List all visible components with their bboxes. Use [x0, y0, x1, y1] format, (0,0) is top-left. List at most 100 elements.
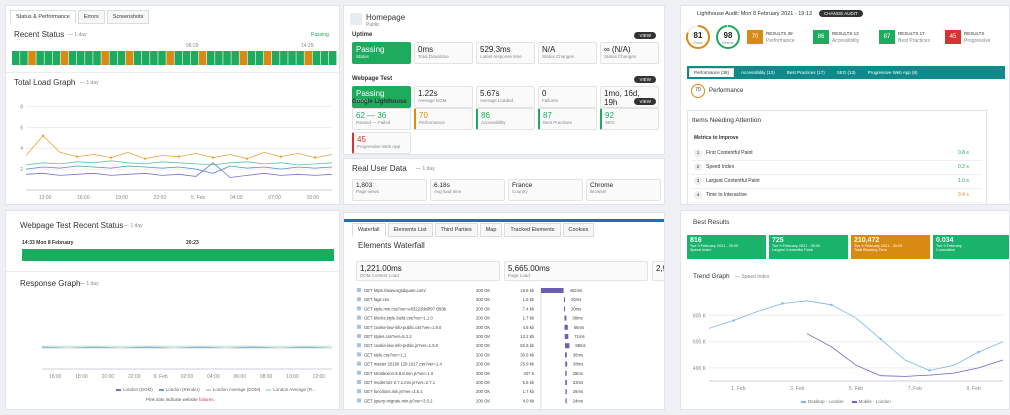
period: — 1 day	[80, 80, 99, 86]
stat-label: Browser	[590, 189, 607, 194]
size: 25.9 kb	[520, 362, 534, 367]
legend-item: London (Render)	[158, 387, 200, 392]
status-segment	[174, 51, 183, 65]
tab[interactable]: SEO (13)	[836, 70, 856, 75]
result-card: 0.034 Tue 9 February Cumulative	[933, 235, 1009, 259]
card-value: 725	[772, 237, 784, 244]
stat-label: Total Downtime	[418, 54, 449, 59]
button[interactable]: VIEW	[634, 98, 656, 105]
lighthouse-panel: Lighthouse Audit: Mon 8 February 2021 - …	[680, 5, 1010, 205]
period: — 1 day	[416, 166, 435, 172]
status: 200 OK	[476, 334, 490, 339]
y-tick-label: 6	[20, 125, 23, 131]
tab[interactable]: Progressive Web App (8)	[867, 70, 918, 75]
status-segment	[36, 51, 44, 65]
summary-value: 5,665.00ms	[508, 264, 550, 273]
status-bar	[22, 249, 334, 261]
tab[interactable]: Performance (38)	[689, 68, 735, 77]
cat-results: RESULTS 13	[832, 31, 859, 36]
icon	[350, 13, 362, 25]
duration: 71ms	[574, 334, 584, 339]
stat-label: Avg load time	[434, 189, 462, 194]
tab[interactable]: Accessibility (13)	[741, 70, 775, 75]
title: Lighthouse Audit: Mon 8 February 2021 - …	[697, 11, 812, 17]
duration: 88ms	[575, 343, 585, 348]
item-name: Time to Interactive	[706, 192, 747, 198]
duration: 33ms	[573, 380, 583, 385]
size: 4.0 kb	[523, 398, 535, 403]
legend-item: Desktop - London	[801, 399, 844, 404]
stat-value: 5.67s	[480, 89, 500, 98]
tab[interactable]: Best Practices (17)	[786, 70, 825, 75]
stat-value: 1.22s	[418, 89, 438, 98]
legend-label: London Average (R...	[273, 387, 316, 392]
tabs: Waterfall Elements List Third Parties Map Tr…	[352, 223, 596, 237]
size: 82.6 kb	[520, 343, 534, 348]
status-segment	[125, 51, 134, 65]
request-bar	[565, 380, 567, 385]
tab[interactable]: Tracked Elements	[504, 223, 561, 237]
request-bar	[564, 297, 565, 303]
card-date: Tue 9 February 2021 - 00:00	[690, 244, 739, 248]
request: GET cookie-law-info-public.css?ver=1.9.0	[364, 325, 442, 330]
status: 200 OK	[476, 343, 490, 348]
tab[interactable]: Waterfall	[352, 223, 386, 237]
tab[interactable]: Errors	[77, 10, 105, 24]
status-segment	[85, 51, 93, 65]
legend-label: London (DOM)	[123, 387, 153, 392]
score-label: Progressive Web App	[357, 144, 401, 149]
summary-value: 1,221.00ms	[360, 264, 402, 273]
score-label: Best Practices	[543, 120, 572, 125]
tab[interactable]: Map	[479, 223, 503, 237]
chart: 400 K 600 K 800 K 1. Feb 3. Feb 5. Feb 7. Feb 9…	[693, 300, 1004, 392]
tab[interactable]: Status & Performance	[10, 10, 76, 24]
button[interactable]: CHANGE AUDIT	[819, 10, 863, 17]
chart-title: Response Graph	[20, 279, 81, 288]
tab[interactable]: Cookies	[562, 223, 595, 237]
status-segment	[223, 51, 231, 65]
request: GET style.css?ver=1.1	[364, 352, 407, 357]
duration: 38ms	[572, 316, 582, 321]
stat-value: 0ms	[418, 45, 434, 54]
x-tick-label: 22:00	[154, 195, 167, 201]
webpage-test-panel: Webpage Test Recent Status — 1 day 14:33 M…	[5, 210, 340, 410]
card-value: 816	[690, 237, 702, 244]
tab[interactable]: Screenshots	[106, 10, 150, 24]
stat-box: ∞ (N/A) Status Changes	[600, 42, 659, 64]
tab[interactable]: Third Parties	[434, 223, 478, 237]
item-num: 2	[694, 163, 702, 171]
button[interactable]: VIEW	[634, 76, 656, 83]
score-box: 70 Performance	[414, 108, 473, 130]
summary-panel: Homepage Public Uptime VIEW Passing Status 0ms…	[343, 5, 665, 155]
stat-box: 0ms Total Downtime	[414, 42, 473, 64]
y-tick-label: 600 K	[693, 340, 707, 346]
stat-value: France	[512, 182, 533, 189]
status-segment	[215, 51, 223, 65]
request: GET style.min.css?ver=e83221bb0f97 B93b	[364, 306, 447, 311]
item-num: 3	[694, 177, 702, 185]
score-value: 92	[605, 111, 614, 120]
summary-box: 2,9	[652, 261, 664, 281]
status-segment	[93, 51, 101, 65]
request: GET functions.min.js?ver=3.5.1	[364, 389, 423, 394]
legend-swatch	[266, 389, 272, 391]
x-tick-label: 08:00	[260, 374, 273, 380]
section-title: Elements Waterfall	[358, 241, 425, 250]
status: 200 OK	[476, 371, 490, 376]
x-tick-label: 5. Feb	[849, 386, 863, 392]
series-line	[806, 333, 1004, 377]
button[interactable]: VIEW	[634, 32, 656, 39]
score-label: Performance	[419, 120, 445, 125]
request: GET stroldexion-5.8.8.min.js?ver=1.0	[364, 371, 434, 376]
cat-name: Performance	[766, 38, 795, 44]
status-segment	[101, 51, 109, 65]
stat-value: 62 — 36	[356, 111, 387, 120]
item-name: Speed Index	[706, 164, 735, 170]
score-value: 70	[419, 111, 428, 120]
item-name: Largest Contentful Paint	[706, 178, 760, 184]
x-tick-label: 22:00	[128, 374, 141, 380]
request: GET blocks.style.build.css?ver=1.1.0	[364, 316, 433, 321]
section-title: Webpage Test	[352, 76, 393, 82]
tab[interactable]: Elements List	[387, 223, 433, 237]
